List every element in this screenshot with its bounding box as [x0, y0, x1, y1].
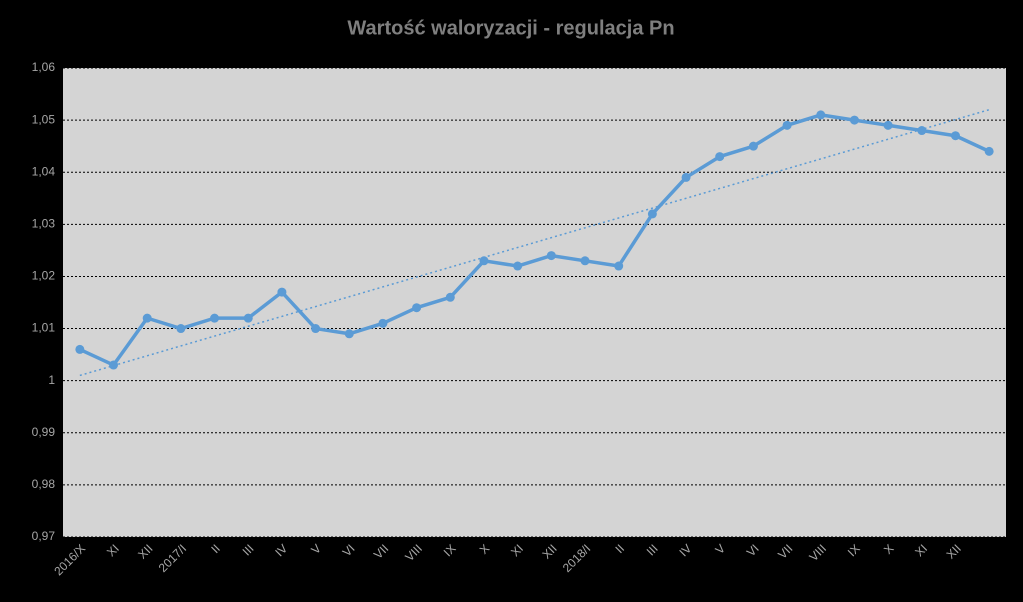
data-point — [311, 324, 321, 334]
data-point — [950, 131, 960, 141]
y-tick-label: 1,04 — [32, 164, 56, 178]
data-point — [210, 313, 220, 323]
data-point — [176, 324, 186, 334]
data-point — [782, 120, 792, 130]
y-tick-label: 1 — [48, 373, 55, 387]
data-point — [513, 261, 523, 271]
data-point — [715, 152, 725, 162]
data-point — [614, 261, 624, 271]
y-tick-label: 1,06 — [32, 60, 56, 74]
data-point — [681, 172, 691, 182]
data-point — [412, 303, 422, 313]
y-tick-label: 1,05 — [32, 112, 56, 126]
data-point — [445, 292, 455, 302]
data-point — [849, 115, 859, 125]
data-point — [984, 146, 994, 156]
data-point — [243, 313, 253, 323]
data-point — [75, 344, 85, 354]
y-tick-label: 0,99 — [32, 425, 56, 439]
data-point — [142, 313, 152, 323]
data-point — [479, 256, 489, 266]
data-point — [647, 209, 657, 219]
chart-title: Wartość waloryzacji - regulacja Pn — [347, 17, 674, 39]
data-point — [344, 329, 354, 339]
y-tick-label: 0,97 — [32, 529, 56, 543]
data-point — [546, 251, 556, 261]
data-point — [109, 360, 119, 370]
y-tick-label: 0,98 — [32, 477, 56, 491]
data-point — [883, 120, 893, 130]
data-point — [580, 256, 590, 266]
data-point — [917, 126, 927, 136]
data-point — [816, 110, 826, 120]
data-point — [378, 318, 388, 328]
y-tick-label: 1,03 — [32, 217, 56, 231]
y-tick-label: 1,02 — [32, 269, 56, 283]
data-line — [79, 113, 990, 367]
plot-area — [63, 68, 1006, 537]
data-point — [748, 141, 758, 151]
data-point — [277, 287, 287, 297]
y-tick-label: 1,01 — [32, 321, 56, 335]
